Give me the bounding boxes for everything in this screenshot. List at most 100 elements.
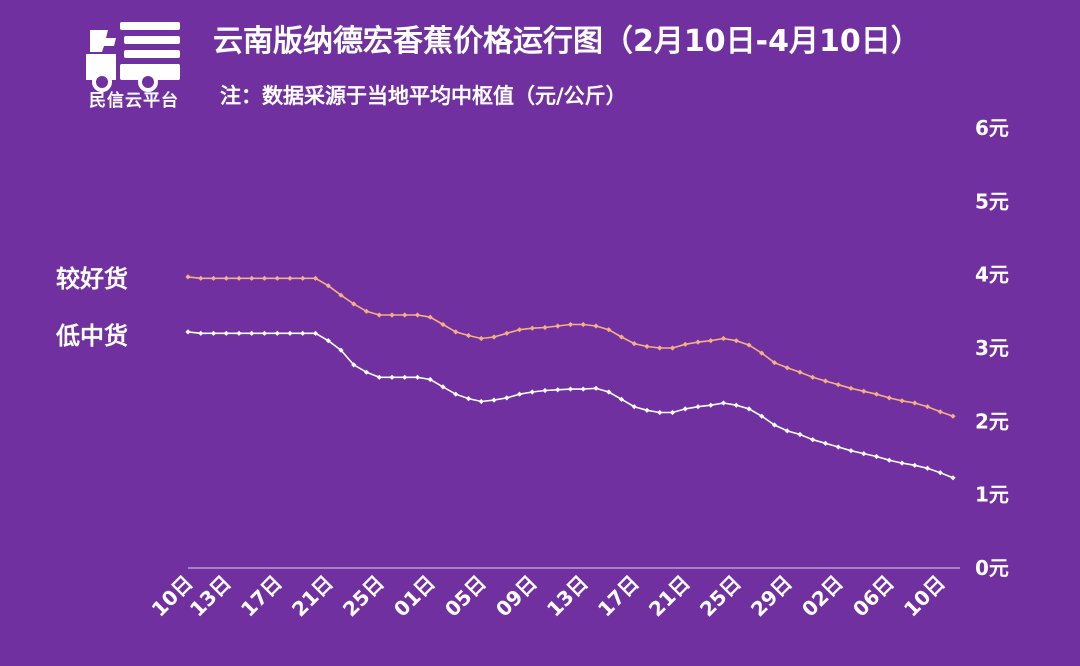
data-point <box>669 345 676 351</box>
data-point <box>899 398 905 404</box>
data-point <box>835 444 841 450</box>
data-point <box>414 374 421 380</box>
data-point <box>567 321 574 328</box>
data-point <box>440 321 446 328</box>
y-tick-label: 5元 <box>975 189 1009 213</box>
x-tick-label: 29日 <box>746 571 797 622</box>
data-point <box>555 387 561 393</box>
data-point <box>198 330 204 336</box>
data-point <box>504 330 510 336</box>
data-point <box>389 374 395 380</box>
data-point <box>937 409 943 415</box>
x-tick-label: 10日 <box>899 571 950 622</box>
data-point <box>784 428 790 434</box>
data-point <box>504 395 510 401</box>
truck-logo-icon <box>86 22 180 92</box>
data-point <box>746 406 752 412</box>
data-point <box>580 321 586 328</box>
data-point <box>440 384 446 390</box>
x-tick-label: 25日 <box>695 571 746 622</box>
data-point <box>682 406 688 412</box>
data-point <box>223 330 229 336</box>
data-point <box>185 274 191 280</box>
data-point <box>351 301 357 307</box>
logo-text: 民信云平台 <box>89 91 179 111</box>
data-point <box>491 334 497 340</box>
data-point <box>950 475 956 481</box>
data-point <box>236 275 242 281</box>
data-point <box>593 323 599 329</box>
data-point <box>631 341 637 347</box>
x-tick-label: 25日 <box>338 571 389 622</box>
y-tick-label: 3元 <box>975 336 1009 360</box>
x-tick-label: 02日 <box>797 571 848 622</box>
data-point <box>631 404 637 410</box>
data-point <box>912 462 918 468</box>
x-tick-label: 10日 <box>147 571 198 622</box>
data-point <box>886 457 892 463</box>
data-point <box>478 335 484 342</box>
data-point <box>210 330 217 336</box>
data-point <box>606 327 612 333</box>
x-tick-label: 17日 <box>593 571 644 622</box>
data-point <box>338 292 344 298</box>
data-point <box>249 330 255 336</box>
x-tick-label: 21日 <box>644 571 695 622</box>
data-point <box>300 275 306 281</box>
data-point <box>835 382 841 388</box>
data-point <box>402 312 408 318</box>
chart-title: 云南版纳德宏香蕉价格运行图（2月10日-4月10日） <box>213 24 921 59</box>
data-point <box>861 388 867 394</box>
data-point <box>848 448 854 454</box>
data-point <box>491 397 497 403</box>
data-point <box>720 335 727 342</box>
x-tick-label: 09日 <box>491 571 542 622</box>
data-point <box>733 402 739 408</box>
data-point <box>873 453 880 460</box>
data-point <box>771 422 778 428</box>
data-point <box>427 314 433 320</box>
x-tick-label: 05日 <box>440 571 491 622</box>
data-point <box>797 431 803 438</box>
data-point <box>848 385 854 391</box>
data-point <box>210 275 217 281</box>
data-point <box>810 374 816 380</box>
data-point <box>542 324 548 331</box>
data-point <box>899 460 905 466</box>
data-point <box>822 440 829 446</box>
data-point <box>402 374 408 380</box>
data-point <box>376 374 382 380</box>
data-point <box>695 404 701 410</box>
data-point <box>822 378 829 384</box>
data-point <box>682 341 688 347</box>
data-point <box>529 325 535 331</box>
series-label-good: 较好货 <box>56 265 128 293</box>
data-point <box>746 342 752 348</box>
data-point <box>478 398 484 405</box>
data-point <box>657 409 663 416</box>
x-tick-label: 17日 <box>236 571 287 622</box>
data-point <box>325 283 331 289</box>
data-point <box>300 330 306 336</box>
data-point <box>249 275 255 281</box>
data-point <box>759 350 765 356</box>
data-point <box>427 376 433 383</box>
data-point <box>937 470 943 476</box>
data-point <box>708 338 714 344</box>
data-point <box>376 312 382 318</box>
y-tick-label: 2元 <box>975 409 1009 433</box>
x-tick-label: 06日 <box>848 571 899 622</box>
data-point <box>759 413 765 419</box>
data-point <box>287 330 293 336</box>
data-point <box>733 338 739 344</box>
data-point <box>924 404 931 410</box>
data-point <box>657 345 663 351</box>
data-point <box>325 338 331 344</box>
data-point <box>708 402 714 408</box>
data-point <box>389 312 395 318</box>
data-point <box>644 407 650 413</box>
data-point <box>453 391 459 397</box>
data-point <box>580 386 586 392</box>
data-point <box>644 343 650 350</box>
